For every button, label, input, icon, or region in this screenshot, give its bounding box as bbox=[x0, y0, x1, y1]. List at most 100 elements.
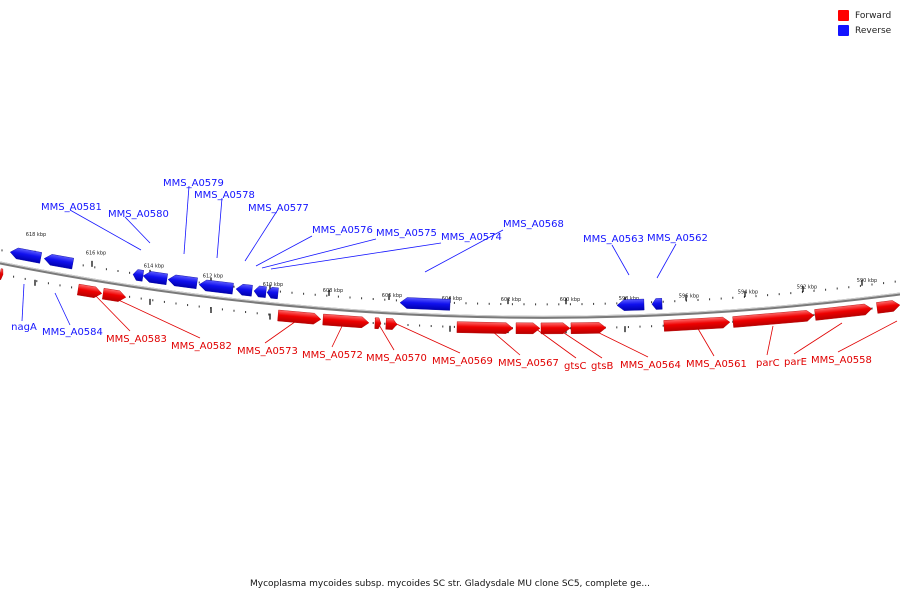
genes-layer bbox=[0, 247, 900, 335]
gene-label-reverse[interactable]: nagA bbox=[11, 322, 37, 333]
leader-line bbox=[766, 325, 774, 356]
gene-label-reverse[interactable]: MMS_A0576 bbox=[312, 225, 373, 236]
gene-label-reverse[interactable]: MMS_A0568 bbox=[503, 219, 564, 230]
scale-label: 612 kbp bbox=[203, 273, 223, 279]
gene-arrow[interactable] bbox=[266, 287, 279, 300]
scale-label: 602 kbp bbox=[501, 297, 521, 303]
gene-label-reverse[interactable]: MMS_A0563 bbox=[583, 234, 644, 245]
gene-label-forward[interactable]: MMS_A0569 bbox=[432, 356, 493, 367]
gene-arrow[interactable] bbox=[540, 322, 571, 335]
leader-line bbox=[389, 320, 461, 354]
gene-label-forward[interactable]: MMS_A0582 bbox=[171, 341, 232, 352]
scale-label: 608 kbp bbox=[323, 288, 343, 294]
leader-line bbox=[69, 209, 142, 251]
scale-label: 614 kbp bbox=[144, 263, 164, 269]
leader-line bbox=[264, 318, 300, 344]
leader-line bbox=[111, 296, 201, 339]
scale-label: 606 kbp bbox=[382, 293, 402, 299]
gene-arrow[interactable] bbox=[9, 247, 42, 264]
gene-arrow[interactable] bbox=[814, 303, 873, 321]
gene-label-forward[interactable]: MMS_A0570 bbox=[366, 353, 427, 364]
gene-arrow[interactable] bbox=[198, 279, 234, 295]
gene-arrow[interactable] bbox=[102, 288, 127, 302]
gene-label-forward[interactable]: MMS_A0564 bbox=[620, 360, 681, 371]
scale-label: 596 kbp bbox=[679, 293, 699, 299]
leader-line bbox=[424, 229, 504, 273]
gene-arrow[interactable] bbox=[732, 310, 815, 328]
gene-arrow[interactable] bbox=[456, 321, 514, 334]
gene-label-reverse[interactable]: MMS_A0581 bbox=[41, 202, 102, 213]
leader-line bbox=[54, 292, 71, 326]
leader-line bbox=[793, 322, 843, 355]
gene-arrow[interactable] bbox=[651, 298, 663, 310]
gene-arrow[interactable] bbox=[663, 316, 731, 332]
backbone-track bbox=[0, 261, 900, 319]
backbone-highlight bbox=[0, 261, 900, 317]
gene-arrow[interactable] bbox=[0, 268, 4, 280]
scale-label: 616 kbp bbox=[86, 251, 106, 257]
gene-label-forward[interactable]: MMS_A0558 bbox=[811, 355, 872, 366]
gene-label-forward[interactable]: MMS_A0573 bbox=[237, 346, 298, 357]
leader-line bbox=[656, 243, 677, 279]
gene-arrow[interactable] bbox=[322, 313, 370, 329]
legend-forward: Forward bbox=[838, 8, 891, 23]
scale-label: 610 kbp bbox=[263, 282, 283, 288]
gene-label-reverse[interactable]: MMS_A0577 bbox=[248, 203, 309, 214]
gene-label-reverse[interactable]: MMS_A0562 bbox=[647, 233, 708, 244]
gene-arrow[interactable] bbox=[876, 300, 900, 314]
scale-label: 590 kbp bbox=[857, 278, 877, 284]
gene-arrow[interactable] bbox=[77, 283, 103, 299]
gene-label-forward[interactable]: parC bbox=[756, 358, 780, 369]
gene-arrow[interactable] bbox=[167, 274, 198, 289]
gene-arrow[interactable] bbox=[385, 318, 398, 330]
gene-label-reverse[interactable]: MMS_A0580 bbox=[108, 209, 169, 220]
gene-arrow[interactable] bbox=[142, 270, 168, 285]
gene-arrow[interactable] bbox=[277, 309, 322, 325]
map-title: Mycoplasma mycoides subsp. mycoides SC s… bbox=[250, 579, 650, 589]
gene-arrow[interactable] bbox=[374, 317, 382, 330]
leader-line bbox=[531, 325, 577, 359]
legend-reverse-label: Reverse bbox=[855, 25, 892, 36]
gene-label-reverse[interactable]: MMS_A0578 bbox=[194, 190, 255, 201]
gene-label-forward[interactable]: gtsC bbox=[564, 361, 586, 372]
leader-line bbox=[270, 242, 442, 270]
reverse-swatch bbox=[838, 25, 849, 36]
gene-arrow[interactable] bbox=[235, 283, 253, 297]
gene-arrow[interactable] bbox=[616, 298, 645, 311]
leader-line bbox=[183, 185, 190, 255]
gene-label-forward[interactable]: MMS_A0572 bbox=[302, 350, 363, 361]
scale-label: 594 kbp bbox=[738, 290, 758, 296]
gene-arrow[interactable] bbox=[570, 322, 607, 334]
gene-label-reverse[interactable]: MMS_A0579 bbox=[163, 178, 224, 189]
scale-label: 600 kbp bbox=[560, 297, 580, 303]
scale-label: 592 kbp bbox=[797, 285, 817, 291]
leader-line bbox=[696, 326, 715, 357]
gene-label-forward[interactable]: MMS_A0567 bbox=[498, 358, 559, 369]
leader-line bbox=[837, 320, 898, 353]
leader-line bbox=[216, 197, 223, 259]
scale-label: 604 kbp bbox=[442, 296, 462, 302]
leader-line bbox=[91, 291, 131, 332]
leader-line bbox=[255, 235, 313, 267]
gene-arrow[interactable] bbox=[253, 285, 267, 298]
scale-layer: 618 kbp 616 kbp 614 kbp 612 kbp 610 kbp 608 k… bbox=[26, 232, 877, 303]
gene-label-forward[interactable]: gtsB bbox=[591, 361, 613, 372]
gene-arrow[interactable] bbox=[515, 322, 541, 335]
gene-label-reverse[interactable]: MMS_A0575 bbox=[376, 228, 437, 239]
gene-label-forward[interactable]: parE bbox=[784, 357, 807, 368]
gene-arrow[interactable] bbox=[132, 269, 144, 282]
gene-label-reverse[interactable]: MMS_A0574 bbox=[441, 232, 502, 243]
gene-arrow[interactable] bbox=[399, 297, 451, 311]
forward-swatch bbox=[838, 10, 849, 21]
gene-label-forward[interactable]: MMS_A0561 bbox=[686, 359, 747, 370]
gene-label-reverse[interactable]: MMS_A0584 bbox=[42, 327, 103, 338]
gene-label-forward[interactable]: MMS_A0583 bbox=[106, 334, 167, 345]
leader-line bbox=[261, 238, 377, 269]
leader-line bbox=[21, 283, 25, 322]
scale-label: 598 kbp bbox=[619, 296, 639, 302]
legend-reverse: Reverse bbox=[838, 23, 891, 38]
gene-arrow[interactable] bbox=[43, 253, 74, 270]
